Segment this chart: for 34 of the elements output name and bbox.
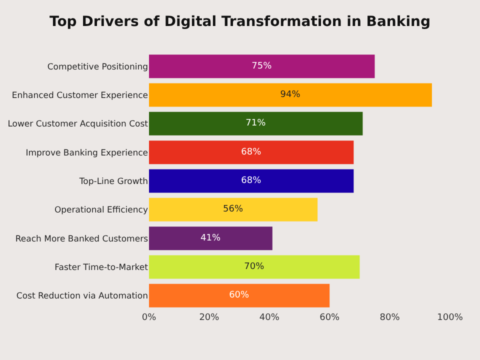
bar [149, 140, 354, 164]
y-tick-label: Lower Customer Acquisition Cost [8, 120, 149, 130]
data-label: 68% [241, 176, 262, 186]
x-tick-label: 80% [380, 313, 400, 323]
data-label: 56% [223, 204, 244, 215]
bar [149, 226, 272, 250]
bar [149, 198, 318, 222]
y-tick-label: Improve Banking Experience [26, 148, 148, 158]
y-tick-label: Faster Time-to-Market [54, 262, 149, 273]
y-tick-label: Cost Reduction via Automation [16, 292, 148, 302]
x-tick-label: 60% [320, 313, 340, 323]
y-tick-label: Top-Line Growth [78, 176, 148, 187]
bar [149, 112, 363, 136]
y-tick-label: Reach More Banked Customers [15, 234, 149, 244]
x-tick-label: 20% [199, 313, 220, 323]
bar [149, 83, 432, 107]
bar [149, 255, 360, 279]
x-tick-label: 40% [259, 313, 280, 323]
chart-title: Top Drivers of Digital Transformation in Banking [50, 14, 430, 30]
data-label: 41% [200, 233, 221, 244]
y-tick-label: Competitive Positioning [47, 62, 148, 72]
data-label: 71% [246, 118, 266, 129]
bar [149, 284, 330, 308]
bar [149, 54, 375, 78]
data-label: 68% [241, 147, 262, 158]
data-label: 94% [280, 90, 301, 100]
y-tick-label: Enhanced Customer Experience [12, 90, 148, 101]
y-tick-label: Operational Efficiency [54, 206, 148, 216]
data-label: 60% [229, 290, 250, 301]
x-tick-label: 100% [437, 313, 464, 323]
data-label: 70% [244, 262, 265, 272]
x-tick-label: 0% [142, 313, 157, 323]
data-label: 75% [252, 61, 272, 72]
bar [149, 169, 354, 193]
